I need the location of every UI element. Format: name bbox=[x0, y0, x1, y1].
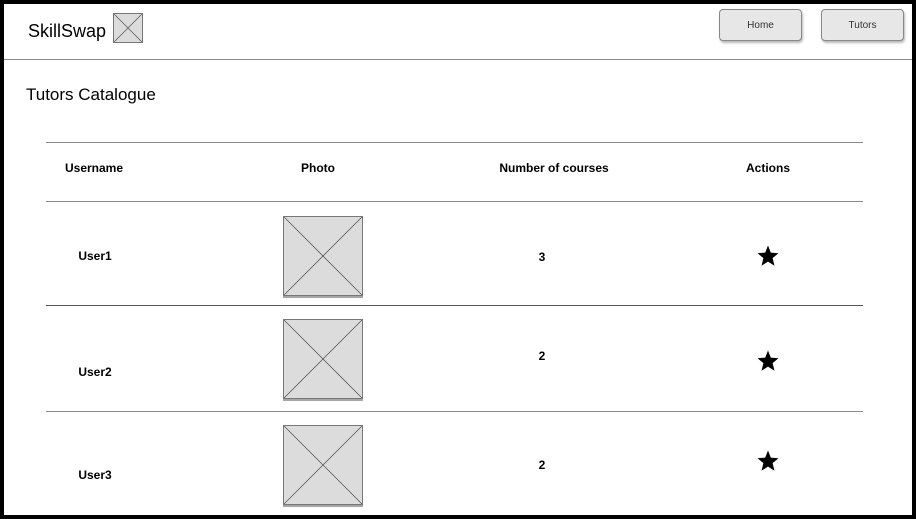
row-1-star-icon[interactable] bbox=[756, 244, 780, 268]
column-header-photo: Photo bbox=[301, 161, 335, 175]
row-3-photo-placeholder-icon bbox=[283, 425, 363, 505]
table-top-divider bbox=[46, 142, 863, 143]
row-2-photo-placeholder-icon bbox=[283, 319, 363, 399]
tutors-button[interactable]: Tutors bbox=[821, 9, 904, 41]
header-divider bbox=[46, 201, 863, 202]
row-3-courses: 2 bbox=[538, 458, 546, 472]
column-header-username: Username bbox=[64, 161, 124, 175]
row-1-courses: 3 bbox=[538, 250, 546, 264]
brand-name: SkillSwap bbox=[28, 21, 107, 41]
row-divider bbox=[46, 411, 863, 412]
row-3-username: User3 bbox=[78, 468, 112, 482]
row-2-courses: 2 bbox=[538, 349, 546, 363]
top-bar: SkillSwap Home Tutors bbox=[4, 4, 912, 60]
column-header-actions: Actions bbox=[745, 161, 791, 175]
row-1-username: User1 bbox=[78, 249, 112, 263]
row-2-star-icon[interactable] bbox=[756, 349, 780, 373]
home-button[interactable]: Home bbox=[719, 9, 802, 41]
row-1-photo-placeholder-icon bbox=[283, 216, 363, 296]
row-divider bbox=[46, 305, 863, 306]
column-header-courses: Number of courses bbox=[499, 161, 609, 175]
row-2-username: User2 bbox=[78, 365, 112, 379]
row-3-star-icon[interactable] bbox=[756, 449, 780, 473]
logo-placeholder-icon bbox=[113, 13, 143, 43]
page-title: Tutors Catalogue bbox=[26, 85, 156, 104]
